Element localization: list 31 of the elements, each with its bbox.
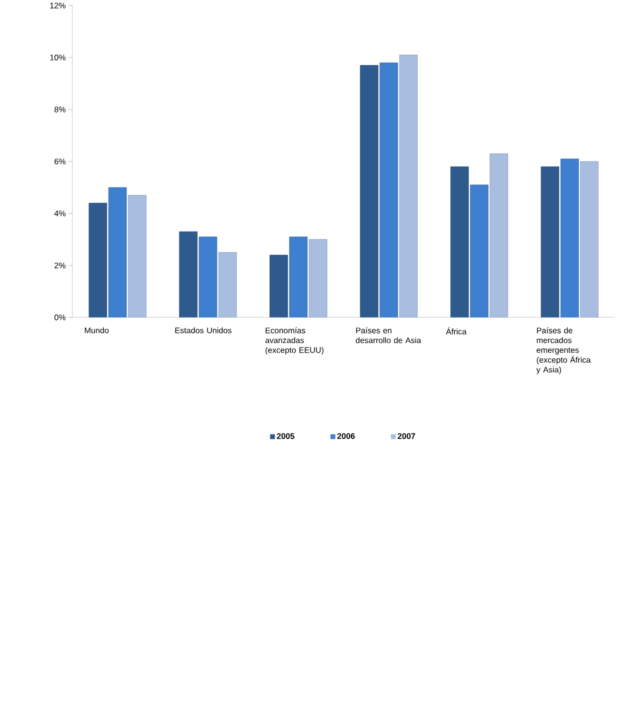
bar (580, 161, 598, 318)
x-tick-label: Estados Unidos (175, 327, 232, 334)
bar (289, 236, 308, 318)
y-tick-label: 8% (54, 106, 66, 112)
y-tick-label: 0% (54, 314, 66, 320)
legend-label: 2006 (337, 433, 355, 439)
bar (198, 236, 218, 318)
bar (470, 184, 488, 318)
bar (380, 62, 398, 318)
y-tick-label: 6% (54, 158, 66, 164)
legend-label: 2007 (398, 433, 416, 439)
bar (490, 154, 508, 318)
x-tick-label: Economías avanzadas (excepto EEUU) (265, 327, 324, 355)
bar (560, 158, 579, 318)
legend-label: 2005 (276, 433, 294, 439)
bar (218, 252, 237, 318)
bar (399, 54, 418, 318)
x-tick-label: Países de mercados emergentes (excepto África y Asia) (536, 327, 591, 374)
x-tick-label: Países en desarrollo de Asia (356, 327, 422, 344)
y-tick-label: 4% (54, 210, 66, 216)
bar (108, 187, 127, 318)
y-tick-label: 10% (50, 54, 66, 60)
bar (540, 166, 560, 318)
bar (88, 202, 108, 318)
y-tick-label: 12% (50, 2, 66, 8)
x-tick-label: África (446, 327, 467, 334)
y-tick-label: 2% (54, 262, 66, 268)
bar (450, 166, 469, 318)
bar (128, 195, 146, 318)
bar (308, 239, 328, 318)
x-tick-label: Mundo (84, 327, 109, 334)
